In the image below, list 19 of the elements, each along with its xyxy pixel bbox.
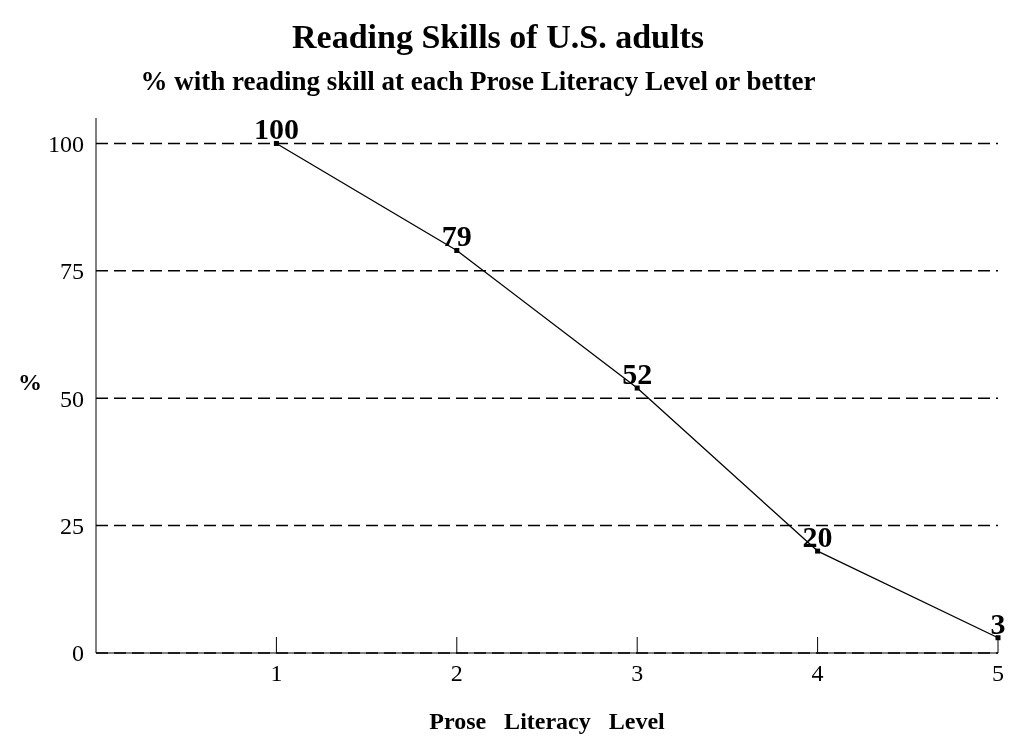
data-label: 3 [990,606,1006,640]
y-tick-label: 50 [60,385,84,412]
data-label: 100 [253,112,299,146]
y-tick-label: 100 [48,130,84,157]
y-tick-label: 0 [72,640,84,667]
x-tick-label: 5 [992,660,1004,686]
x-tick-label: 4 [811,660,824,686]
x-tick-label: 2 [450,660,463,686]
x-tick-label: 1 [270,660,283,686]
y-axis-title: % [18,369,42,396]
y-tick-label: 25 [60,513,84,540]
chart-subtitle: % with reading skill at each Prose Literacy Level or better [140,66,816,96]
chart-title: Reading Skills of U.S. adults [292,18,704,55]
x-axis-title: Prose Literacy Level [429,708,666,734]
data-label: 79 [441,219,472,253]
data-label: 20 [802,520,833,554]
x-tick-label: 3 [631,660,644,686]
y-tick-label: 75 [60,258,84,285]
data-label: 52 [622,357,653,391]
